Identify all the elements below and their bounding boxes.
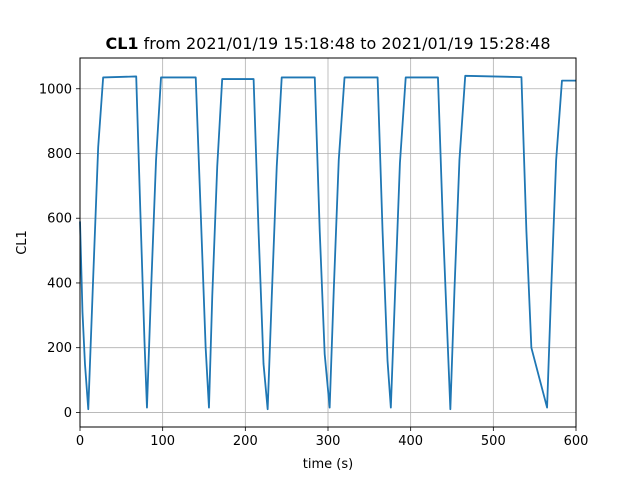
x-tick-label: 300: [316, 434, 341, 449]
x-tick-label: 100: [150, 434, 175, 449]
y-tick-label: 200: [47, 341, 72, 356]
series-layer: [79, 74, 576, 411]
x-tick-label: 400: [398, 434, 423, 449]
x-tick-label: 600: [564, 434, 589, 449]
x-tick-label: 200: [233, 434, 258, 449]
chart-title-rest: from 2021/01/19 15:18:48 to 2021/01/19 1…: [139, 34, 551, 53]
x-axis: 0 100 200 300 400 500 600: [76, 427, 589, 449]
chart-title: CL1 from 2021/01/19 15:18:48 to 2021/01/…: [105, 34, 550, 53]
grid-lines: [79, 58, 577, 427]
y-tick-label: 1000: [39, 82, 72, 97]
x-axis-label: time (s): [303, 457, 353, 472]
x-tick-label: 500: [481, 434, 506, 449]
y-tick-label: 800: [47, 147, 72, 162]
y-tick-label: 0: [64, 406, 72, 421]
y-tick-label: 400: [47, 276, 72, 291]
y-axis: 0 200 400 600 800 1000: [39, 82, 80, 421]
chart-title-bold: CL1: [105, 34, 138, 53]
series-line-0: [79, 74, 576, 411]
y-axis-label: CL1: [15, 230, 30, 255]
y-tick-label: 600: [47, 212, 72, 227]
x-tick-label: 0: [76, 434, 84, 449]
